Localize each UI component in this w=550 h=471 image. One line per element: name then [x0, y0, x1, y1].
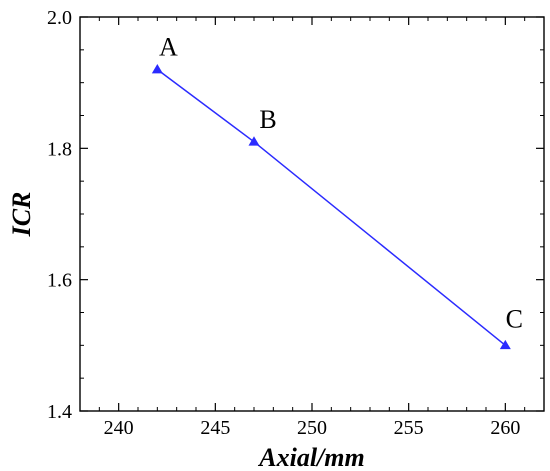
series — [151, 64, 511, 350]
y-tick-label: 1.6 — [47, 270, 72, 292]
y-tick-label: 1.8 — [47, 138, 72, 160]
y-axis-title: ICR — [7, 192, 36, 238]
plot-area — [79, 16, 545, 412]
point-label-C: C — [506, 304, 523, 333]
x-tick-label: 255 — [394, 417, 424, 439]
point-label-A: A — [159, 33, 178, 62]
x-tick-label: 250 — [297, 417, 327, 439]
y-tick-label: 1.4 — [47, 401, 72, 423]
plot-frame — [79, 16, 545, 412]
y-tick-label: 2.0 — [47, 7, 72, 29]
x-tick-label: 260 — [490, 417, 520, 439]
axis-ticks — [80, 16, 544, 412]
point-labels: A B C — [159, 33, 523, 334]
point-label-B: B — [259, 105, 276, 134]
data-point-B — [248, 136, 260, 146]
data-point-A — [151, 64, 163, 74]
series-line — [156, 68, 506, 346]
axis-tick-labels: 240 245 250 255 260 1.4 1.6 1.8 2.0 — [47, 7, 520, 439]
data-point-C — [499, 339, 511, 350]
x-axis-title: Axial/mm — [257, 443, 364, 471]
x-tick-label: 240 — [104, 417, 134, 439]
x-tick-label: 245 — [200, 417, 230, 439]
